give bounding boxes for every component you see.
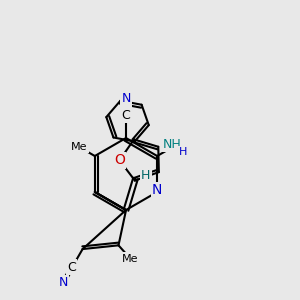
Text: O: O — [114, 153, 125, 167]
Text: NH: NH — [163, 137, 182, 151]
Text: N: N — [58, 276, 68, 289]
Text: Me: Me — [71, 142, 88, 152]
Text: C: C — [121, 109, 130, 122]
Text: N: N — [121, 92, 131, 106]
Text: H: H — [141, 169, 150, 182]
Text: C: C — [67, 260, 76, 274]
Text: N: N — [152, 184, 162, 197]
Text: H: H — [179, 146, 187, 157]
Text: Me: Me — [122, 254, 139, 264]
